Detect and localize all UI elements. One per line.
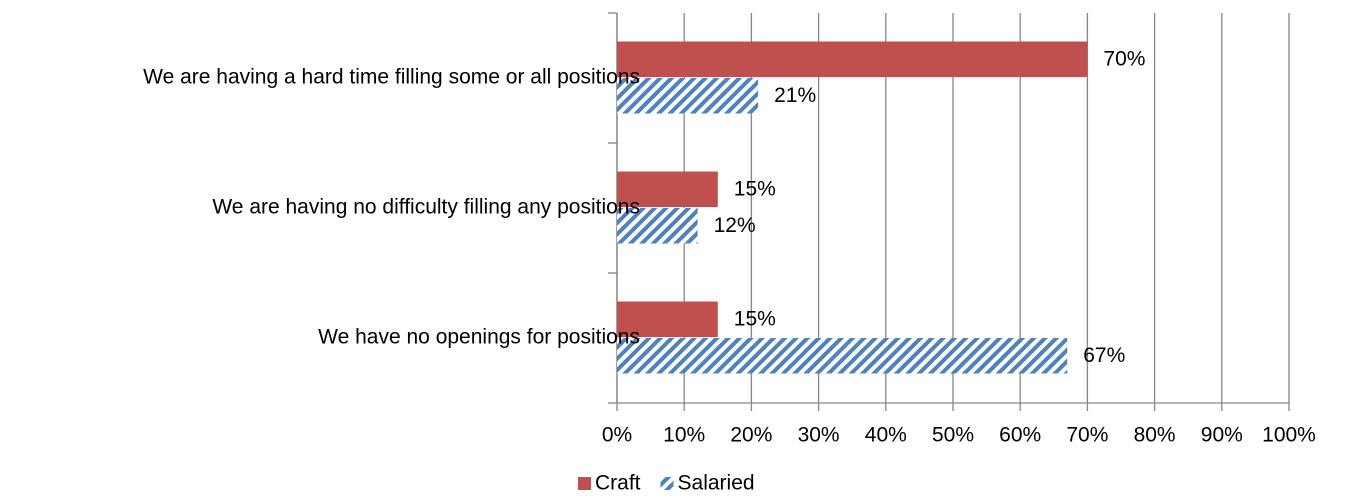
- bar: [617, 208, 698, 244]
- bar: [617, 171, 718, 207]
- data-label: 15%: [734, 307, 776, 330]
- category-label: We have no openings for positions: [318, 326, 640, 349]
- legend-swatch: [578, 477, 591, 490]
- x-tick-label: 50%: [932, 424, 974, 447]
- bar: [617, 301, 718, 337]
- bar: [617, 78, 759, 114]
- x-tick-label: 80%: [1134, 424, 1176, 447]
- x-tick-label: 0%: [602, 424, 632, 447]
- data-label: 70%: [1103, 47, 1145, 70]
- legend-label: Salaried: [678, 472, 755, 495]
- bar: [617, 338, 1068, 374]
- data-label: 67%: [1083, 344, 1125, 367]
- x-tick-label: 90%: [1201, 424, 1243, 447]
- legend-label: Craft: [595, 472, 641, 495]
- data-label: 12%: [714, 214, 756, 237]
- x-tick-label: 30%: [798, 424, 840, 447]
- data-label: 21%: [774, 84, 816, 107]
- x-tick-label: 20%: [730, 424, 772, 447]
- bar: [617, 41, 1088, 77]
- x-tick-label: 70%: [1066, 424, 1108, 447]
- category-label: We are having a hard time filling some o…: [143, 66, 640, 89]
- data-label: 15%: [734, 177, 776, 200]
- x-tick-label: 100%: [1262, 424, 1316, 447]
- x-tick-label: 10%: [663, 424, 705, 447]
- x-tick-label: 40%: [865, 424, 907, 447]
- legend-swatch: [660, 477, 674, 490]
- category-label: We are having no difficulty filling any …: [212, 196, 640, 219]
- x-tick-label: 60%: [999, 424, 1041, 447]
